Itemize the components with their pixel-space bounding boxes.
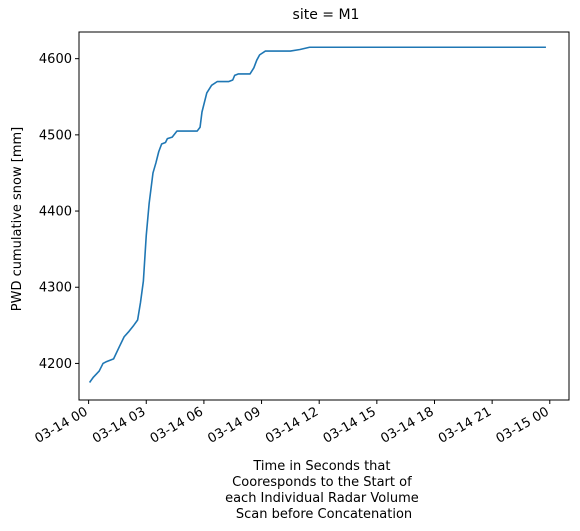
x-tick-label: 03-14 06	[148, 404, 206, 446]
x-axis-label: Time in Seconds that Cooresponds to the …	[225, 459, 423, 522]
y-tick-label: 4400	[39, 205, 72, 220]
x-tick-label: 03-14 00	[32, 404, 90, 446]
y-tick-label: 4500	[39, 128, 72, 143]
x-tick-label: 03-14 21	[436, 404, 494, 446]
x-tick-label: 03-14 09	[205, 404, 263, 446]
y-tick-label: 4300	[39, 281, 72, 296]
series-line	[88, 46, 546, 383]
x-tick-label: 03-14 18	[378, 404, 436, 446]
y-axis-label: PWD cumulative snow [mm]	[10, 127, 25, 311]
x-tick-label: 03-14 15	[321, 404, 379, 446]
chart-title: site = M1	[293, 7, 360, 23]
x-tick-label: 03-14 03	[90, 404, 148, 446]
x-tick-label: 03-14 12	[263, 404, 321, 446]
y-tick-label: 4200	[39, 357, 72, 372]
x-axis-label-line-4: Scan before Concatenation	[236, 507, 412, 522]
y-tick-label: 4600	[39, 52, 72, 67]
x-axis-label-line-3: each Individual Radar Volume	[225, 491, 419, 506]
x-axis-label-line-2: Cooresponds to the Start of	[232, 475, 412, 490]
x-tick-label: 03-15 00	[494, 404, 552, 446]
plot-frame	[78, 31, 570, 401]
x-axis-label-line-1: Time in Seconds that	[252, 459, 390, 474]
